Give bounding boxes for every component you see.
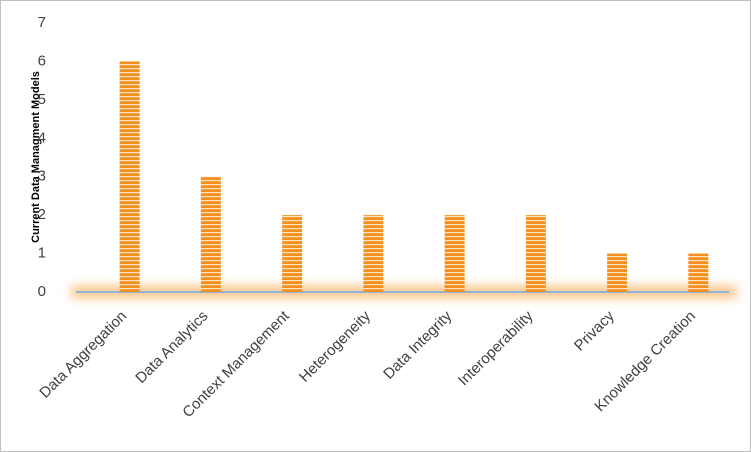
bar	[200, 176, 221, 292]
bar	[282, 215, 303, 292]
y-tick-label: 3	[38, 168, 46, 185]
bar	[525, 215, 546, 292]
bar	[444, 215, 465, 292]
y-tick-label: 4	[38, 129, 46, 146]
bar	[688, 253, 709, 292]
bar	[607, 253, 628, 292]
y-tick-label: 7	[38, 14, 46, 31]
y-tick-label: 2	[38, 206, 46, 223]
y-tick-label: 1	[38, 245, 46, 262]
y-axis-title: Current Data Managment Models	[30, 71, 42, 243]
y-tick-label: 6	[38, 52, 46, 69]
bar	[119, 61, 140, 292]
y-tick-label: 5	[38, 91, 46, 108]
y-tick-label: 0	[38, 283, 46, 300]
bar	[363, 215, 384, 292]
